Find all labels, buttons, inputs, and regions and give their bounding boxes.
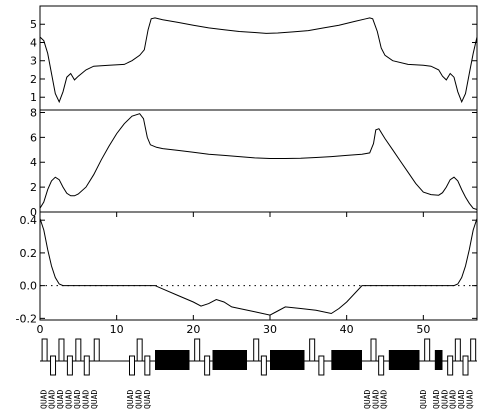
lattice-element-label: QUAD xyxy=(134,390,143,409)
lattice-element-label: QUAD xyxy=(371,390,380,409)
middle-ytick-label: 2 xyxy=(30,181,37,194)
bottom-ytick-label: 0.2 xyxy=(20,247,38,260)
quadrupole-magnet xyxy=(470,338,477,362)
quadrupole-magnet xyxy=(144,355,151,376)
bottom-ytick-label: -0.2 xyxy=(16,312,37,325)
quadrupole-magnet xyxy=(447,355,454,376)
middle-ytick-label: 6 xyxy=(30,131,37,144)
lattice-element-label: QUAD xyxy=(449,390,458,409)
lattice-element-label: QUAD xyxy=(39,390,48,409)
lattice-element-label: QUAD xyxy=(81,390,90,409)
lattice-element-label: QUAD xyxy=(380,390,389,409)
bottom-frame xyxy=(39,211,478,321)
dipole-magnet xyxy=(434,350,443,370)
top-panel: 1 2 3 4 5 xyxy=(30,5,478,111)
middle-frame xyxy=(39,109,478,213)
top-ytick-label: 2 xyxy=(30,73,37,86)
bottom-xtick-label: 40 xyxy=(340,323,354,336)
quadrupole-magnet xyxy=(253,338,260,362)
bottom-series-line xyxy=(39,218,478,316)
top-ytick-label: 4 xyxy=(30,36,37,49)
quadrupole-magnet xyxy=(129,355,135,376)
middle-ytick-label: 0 xyxy=(30,206,37,219)
quadrupole-magnet xyxy=(93,338,100,362)
middle-series-line xyxy=(39,113,478,210)
top-ytick-label: 1 xyxy=(30,91,37,104)
lattice-element-label: QUAD xyxy=(432,390,441,409)
top-series-line xyxy=(39,17,478,104)
lattice-element-label: QUAD xyxy=(90,390,99,409)
quadrupole-magnet xyxy=(370,338,377,362)
lattice-element-label: QUAD xyxy=(48,390,57,409)
quadrupole-magnet xyxy=(378,355,385,376)
middle-ytick-label: 8 xyxy=(30,106,37,119)
bottom-xtick-label: 30 xyxy=(263,323,277,336)
top-ytick-label: 5 xyxy=(30,18,37,31)
quadrupole-magnet xyxy=(194,338,201,362)
bottom-xtick-label: 10 xyxy=(110,323,124,336)
top-ytick-label: 3 xyxy=(30,55,37,68)
dipole-magnet xyxy=(270,350,305,370)
dipole-magnet xyxy=(331,350,362,370)
lattice-element-label: QUAD xyxy=(56,390,65,409)
dipole-magnet xyxy=(388,350,420,370)
bottom-xtick-label: 20 xyxy=(186,323,200,336)
dipole-magnet xyxy=(212,350,247,370)
quadrupole-magnet xyxy=(260,355,267,376)
quadrupole-magnet xyxy=(424,338,431,362)
quadrupole-magnet xyxy=(454,338,461,362)
middle-panel: 0 2 4 6 8 xyxy=(30,106,478,219)
lattice-element-label: QUAD xyxy=(363,390,372,409)
lattice-element-label: QUAD xyxy=(143,390,152,409)
quadrupole-magnet xyxy=(66,355,73,376)
middle-ytick-label: 4 xyxy=(30,156,37,169)
quadrupole-magnet xyxy=(75,338,82,362)
bottom-ytick-label: 0.4 xyxy=(20,214,38,227)
quadrupole-magnet xyxy=(58,338,65,362)
lattice-element-label: QUAD xyxy=(73,390,82,409)
lattice-strip: QUAD QUAD QUAD QUAD QUAD QUAD QUAD QUAD QUAD QUAD… xyxy=(39,338,477,409)
quadrupole-magnet xyxy=(41,338,48,362)
lattice-element-label: QUAD xyxy=(457,390,466,409)
lattice-element-label: QUAD xyxy=(440,390,449,409)
lattice-element-label: QUAD xyxy=(65,390,74,409)
bottom-ytick-label: 0.0 xyxy=(20,280,38,293)
quadrupole-magnet xyxy=(309,338,316,362)
bottom-xtick-label: 0 xyxy=(37,323,44,336)
bottom-panel: -0.2 0.0 0.2 0.4 0 10 20 30 40 50 xyxy=(16,211,478,336)
lattice-element-label: QUAD xyxy=(466,390,475,409)
lattice-element-label: QUAD xyxy=(126,390,135,409)
quadrupole-magnet xyxy=(462,355,469,376)
quadrupole-magnet xyxy=(50,355,57,376)
top-frame xyxy=(39,5,478,111)
lattice-element-label: QUAD xyxy=(419,390,428,409)
dipole-magnet xyxy=(155,350,190,370)
quadrupole-magnet xyxy=(204,355,211,376)
quadrupole-magnet xyxy=(83,355,90,376)
bottom-xtick-label: 50 xyxy=(416,323,430,336)
quadrupole-magnet xyxy=(318,355,325,376)
quadrupole-magnet xyxy=(136,338,143,362)
